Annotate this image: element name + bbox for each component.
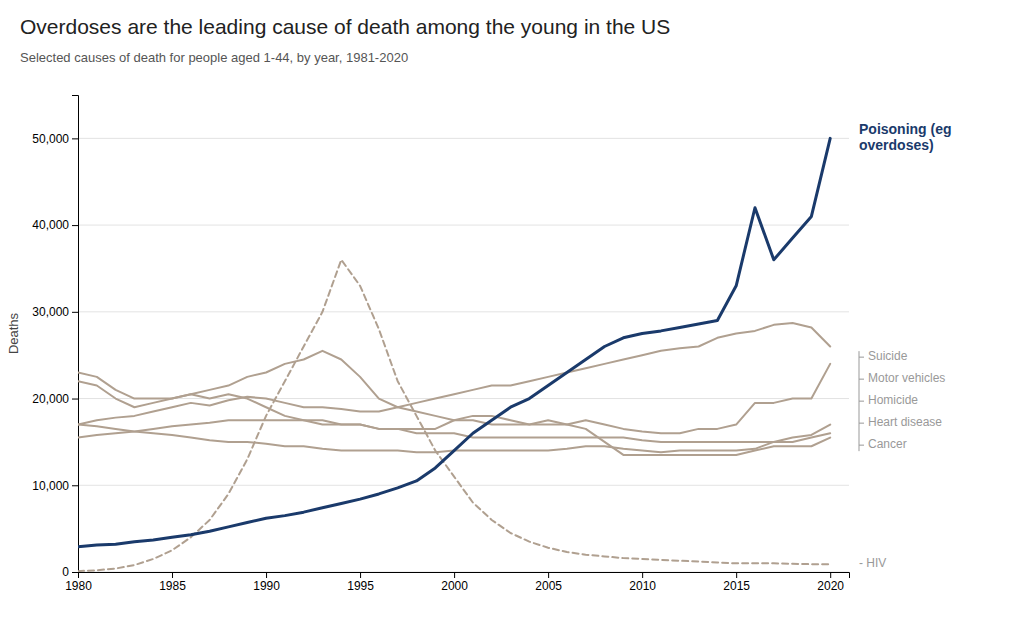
chart: Overdoses are the leading cause of death… [0, 0, 1024, 617]
x-tick: 2010 [629, 572, 656, 593]
grid-line [78, 138, 849, 139]
y-tick-label: 10,000 [32, 479, 69, 493]
x-tick-mark [266, 572, 267, 578]
y-tick-label: 40,000 [32, 218, 69, 232]
x-tick-mark [830, 572, 831, 578]
y-tick-mark [72, 399, 78, 400]
x-tick-label: 2015 [723, 579, 750, 593]
plot: 1980 1985 1990 1995 2000 2005 2010 2015 2020 0 10,… [6, 96, 952, 593]
y-tick: 50,000 [32, 132, 78, 146]
x-tick: 1980 [65, 572, 92, 593]
y-axis: 0 10,000 20,000 30,000 40,000 50,000 [32, 96, 78, 580]
line [78, 351, 830, 433]
line [78, 420, 830, 442]
line [78, 425, 830, 453]
x-tick-mark [548, 572, 549, 578]
line [78, 138, 830, 546]
x-tick-label: 1980 [65, 579, 92, 593]
x-tick-mark [736, 572, 737, 578]
x-tick: 1990 [253, 572, 280, 593]
label-bracket-tick [859, 445, 864, 446]
x-tick-label: 2010 [629, 579, 656, 593]
y-tick-label: 0 [62, 565, 69, 579]
series-label: Poisoning (egoverdoses) [859, 121, 952, 153]
y-tick-label: 30,000 [32, 305, 69, 319]
x-tick-label: 1985 [159, 579, 186, 593]
line [78, 381, 830, 455]
label-bracket-tick [859, 357, 864, 358]
x-tick: 2015 [723, 572, 750, 593]
labels: - HIV Poisoning (egoverdoses) Suicide Motor… [859, 121, 952, 570]
label-bracket-tick [859, 423, 864, 424]
x-tick: 2005 [535, 572, 562, 593]
x-tick-mark [454, 572, 455, 578]
y-tick: 30,000 [32, 305, 78, 319]
lines [78, 138, 830, 571]
series-label: - HIV [859, 556, 886, 570]
label-bracket-tick [859, 401, 864, 402]
line [78, 323, 830, 424]
x-tick: 1985 [159, 572, 186, 593]
grid-line [78, 485, 849, 486]
x-tick-label: 1990 [253, 579, 280, 593]
grid-line [78, 225, 849, 226]
y-tick-mark [72, 138, 78, 139]
y-tick: 10,000 [32, 479, 78, 493]
x-tick: 2000 [441, 572, 468, 593]
x-tick-mark [172, 572, 173, 578]
series-label: Cancer [868, 437, 907, 451]
series-label: Suicide [868, 349, 908, 363]
y-tick: 40,000 [32, 218, 78, 232]
grid-line [78, 398, 849, 399]
series-label: Homicide [868, 393, 918, 407]
line [78, 260, 830, 571]
y-tick: 0 [62, 565, 78, 579]
x-tick-label: 2005 [535, 579, 562, 593]
y-tick-label: 20,000 [32, 392, 69, 406]
series-label: Motor vehicles [868, 371, 945, 385]
x-tick-label: 2020 [817, 579, 844, 593]
label-bracket-tick [859, 379, 864, 380]
grid-line [78, 311, 849, 312]
x-tick: 1995 [347, 572, 374, 593]
y-axis-title: Deaths [6, 312, 21, 354]
x-tick-label: 1995 [347, 579, 374, 593]
x-axis: 1980 1985 1990 1995 2000 2005 2010 2015 2020 [65, 572, 849, 593]
x-axis-line [79, 573, 850, 579]
series-label: Heart disease [868, 415, 942, 429]
title: Overdoses are the leading cause of death… [20, 15, 670, 38]
x-tick-mark [642, 572, 643, 578]
x-tick-mark [360, 572, 361, 578]
x-tick: 2020 [817, 572, 844, 593]
grid [78, 138, 849, 572]
y-tick-label: 50,000 [32, 132, 69, 146]
y-tick-mark [72, 485, 78, 486]
subtitle: Selected causes of death for people aged… [20, 50, 408, 65]
y-tick: 20,000 [32, 392, 78, 406]
y-tick-mark [72, 225, 78, 226]
y-axis-line [72, 96, 79, 573]
y-tick-mark [72, 312, 78, 313]
y-tick-mark [72, 572, 78, 573]
x-tick-label: 2000 [441, 579, 468, 593]
